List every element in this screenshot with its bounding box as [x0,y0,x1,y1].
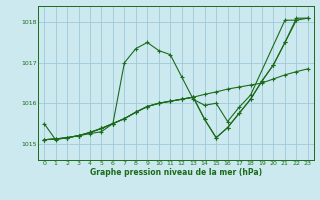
X-axis label: Graphe pression niveau de la mer (hPa): Graphe pression niveau de la mer (hPa) [90,168,262,177]
